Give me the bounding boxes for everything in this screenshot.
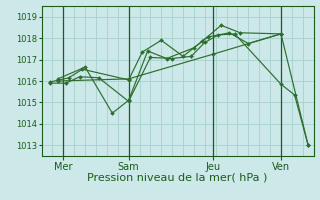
X-axis label: Pression niveau de la mer( hPa ): Pression niveau de la mer( hPa ) bbox=[87, 173, 268, 183]
